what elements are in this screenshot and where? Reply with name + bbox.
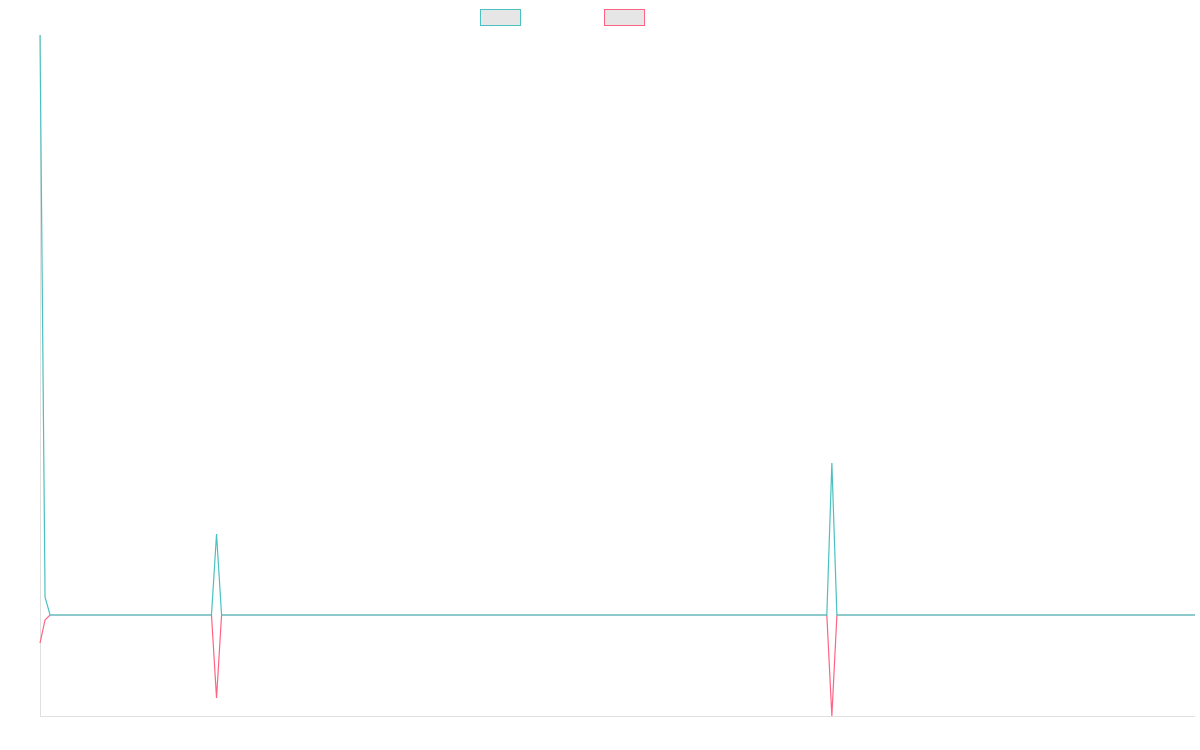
legend-swatch[interactable]: [480, 9, 521, 26]
series-line: [39, 34, 1195, 616]
legend-swatch[interactable]: [604, 9, 645, 26]
series-line: [39, 614, 1195, 717]
plot-area: [39, 34, 1195, 717]
legend: [480, 9, 645, 26]
